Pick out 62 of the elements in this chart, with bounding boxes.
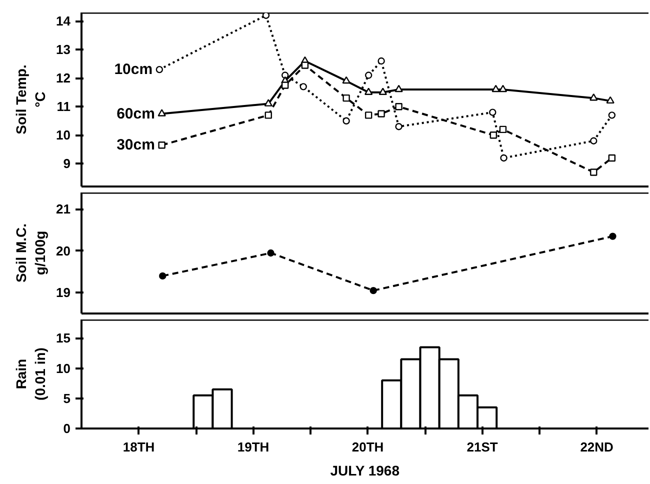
point xyxy=(498,84,508,92)
series-label: 10cm xyxy=(114,61,153,78)
y-tick-label: 10 xyxy=(56,360,71,376)
point xyxy=(500,154,508,162)
point xyxy=(606,96,614,104)
point xyxy=(394,84,403,92)
point xyxy=(590,168,598,176)
point xyxy=(378,110,385,118)
point xyxy=(499,126,507,134)
y-axis-title: Soil Temp. °C xyxy=(12,64,48,134)
series-label: 60cm xyxy=(116,105,155,122)
point xyxy=(608,112,616,119)
point xyxy=(395,123,402,130)
point xyxy=(590,93,598,101)
point xyxy=(395,103,402,110)
y-tick-label: 20 xyxy=(56,243,71,258)
y-tick-label: 9 xyxy=(63,156,71,172)
y-axis-title: Soil M.C. g/100g xyxy=(12,223,48,283)
point xyxy=(492,84,500,92)
y-tick-label: 5 xyxy=(63,390,71,406)
point xyxy=(342,76,350,84)
point xyxy=(267,249,274,257)
point xyxy=(342,94,350,102)
y-axis-title: Rain (0.01 in) xyxy=(12,348,48,400)
y-tick-label: 14 xyxy=(56,14,72,29)
y-tick-label: 11 xyxy=(56,99,71,114)
point xyxy=(378,88,387,95)
y-tick-label: 21 xyxy=(56,202,71,217)
point xyxy=(490,132,498,139)
point xyxy=(364,88,373,95)
x-tick-label: 19TH xyxy=(237,440,270,454)
point xyxy=(159,272,166,280)
point xyxy=(158,109,166,116)
point xyxy=(609,232,616,240)
x-tick-label: 18TH xyxy=(122,440,155,454)
y-tick-label: 10 xyxy=(56,128,71,143)
point xyxy=(378,57,385,65)
point xyxy=(156,66,164,74)
point xyxy=(608,154,616,162)
point xyxy=(489,108,496,116)
point xyxy=(300,83,307,90)
point xyxy=(281,82,289,89)
x-tick-label: 20TH xyxy=(352,440,384,454)
point xyxy=(264,99,272,106)
y-tick-label: 0 xyxy=(63,421,71,436)
y-tick-label: 19 xyxy=(56,285,71,300)
point xyxy=(590,137,598,144)
point xyxy=(364,72,372,79)
point xyxy=(264,112,272,119)
point xyxy=(262,12,270,19)
y-tick-label: 13 xyxy=(56,42,71,58)
y-tick-label: 12 xyxy=(56,70,71,86)
point xyxy=(301,62,309,69)
y-tick-label: 15 xyxy=(56,330,71,346)
point xyxy=(370,286,377,294)
point xyxy=(342,117,350,124)
point xyxy=(364,112,372,119)
x-tick-label: 22ND xyxy=(580,440,614,454)
x-axis-title: JULY 1968 xyxy=(330,462,400,478)
series-label: 30cm xyxy=(116,136,155,154)
x-tick-label: 21ST xyxy=(466,440,498,454)
point xyxy=(158,142,166,149)
